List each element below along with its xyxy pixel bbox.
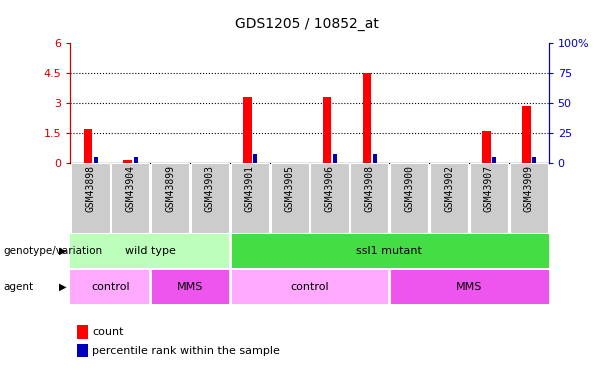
Bar <box>373 153 377 163</box>
Text: GSM43908: GSM43908 <box>364 165 375 212</box>
Bar <box>151 163 189 232</box>
Text: count: count <box>92 327 123 337</box>
Bar <box>350 163 389 232</box>
Text: GSM43907: GSM43907 <box>484 165 494 212</box>
Bar <box>522 106 531 163</box>
Bar <box>482 131 491 163</box>
Text: GSM43905: GSM43905 <box>284 165 295 212</box>
Bar <box>310 163 349 232</box>
Text: ▶: ▶ <box>59 246 66 256</box>
Text: GDS1205 / 10852_at: GDS1205 / 10852_at <box>235 17 378 31</box>
Bar <box>150 270 230 304</box>
Bar <box>532 157 536 163</box>
Bar <box>253 153 257 163</box>
Text: genotype/variation: genotype/variation <box>3 246 102 256</box>
Text: wild type: wild type <box>125 246 175 256</box>
Bar <box>70 234 230 268</box>
Text: GSM43903: GSM43903 <box>205 165 215 212</box>
Bar <box>492 157 497 163</box>
Text: GSM43898: GSM43898 <box>85 165 96 212</box>
Bar <box>230 270 389 304</box>
Text: MMS: MMS <box>177 282 204 292</box>
Text: GSM43906: GSM43906 <box>324 165 335 212</box>
Bar <box>270 163 309 232</box>
Bar <box>191 163 229 232</box>
Text: control: control <box>290 282 329 292</box>
Bar <box>430 163 468 232</box>
Bar <box>70 270 150 304</box>
Text: MMS: MMS <box>455 282 482 292</box>
Text: control: control <box>91 282 130 292</box>
Bar <box>134 157 138 163</box>
Bar <box>243 97 252 163</box>
Text: GSM43904: GSM43904 <box>125 165 135 212</box>
Bar <box>389 270 549 304</box>
Text: GSM43901: GSM43901 <box>245 165 255 212</box>
Bar <box>83 129 93 163</box>
Bar <box>362 73 371 163</box>
Text: GSM43902: GSM43902 <box>444 165 454 212</box>
Bar <box>111 163 150 232</box>
Bar <box>470 163 508 232</box>
Bar <box>71 163 110 232</box>
Bar <box>230 234 549 268</box>
Text: percentile rank within the sample: percentile rank within the sample <box>92 346 280 355</box>
Bar <box>390 163 428 232</box>
Bar <box>333 153 337 163</box>
Bar <box>123 160 132 163</box>
Bar <box>322 97 332 163</box>
Text: ssl1 mutant: ssl1 mutant <box>356 246 422 256</box>
Bar <box>509 163 548 232</box>
Text: agent: agent <box>3 282 33 292</box>
Bar <box>230 163 269 232</box>
Bar <box>94 157 98 163</box>
Text: GSM43909: GSM43909 <box>524 165 534 212</box>
Text: ▶: ▶ <box>59 282 66 292</box>
Text: GSM43900: GSM43900 <box>404 165 414 212</box>
Text: GSM43899: GSM43899 <box>165 165 175 212</box>
